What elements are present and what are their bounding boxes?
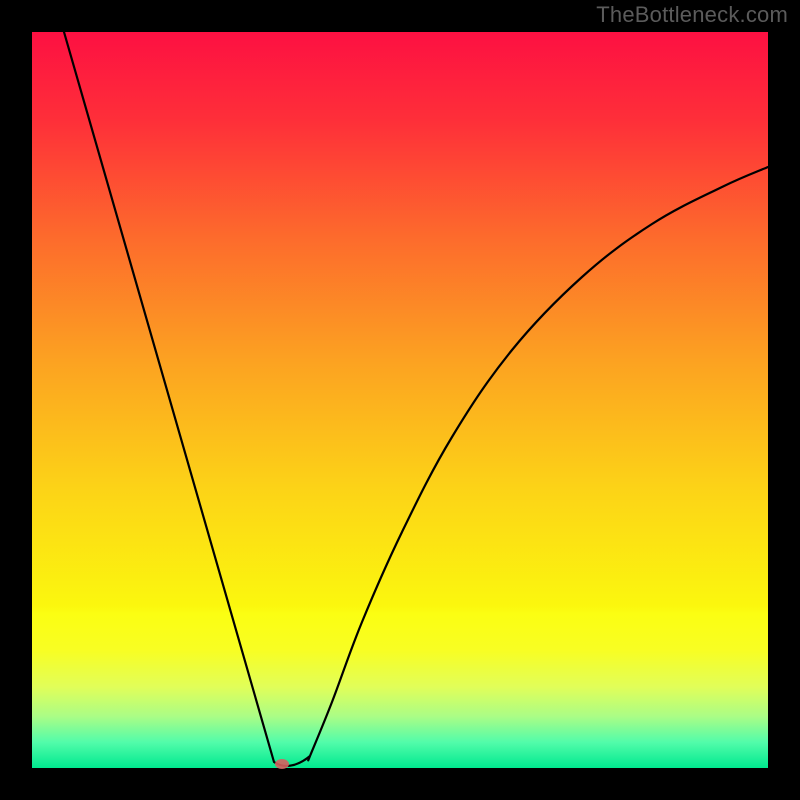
optimum-marker — [275, 759, 289, 769]
bottleneck-chart — [0, 0, 800, 800]
plot-area — [32, 32, 768, 768]
watermark-text: TheBottleneck.com — [596, 2, 788, 28]
chart-stage: TheBottleneck.com — [0, 0, 800, 800]
